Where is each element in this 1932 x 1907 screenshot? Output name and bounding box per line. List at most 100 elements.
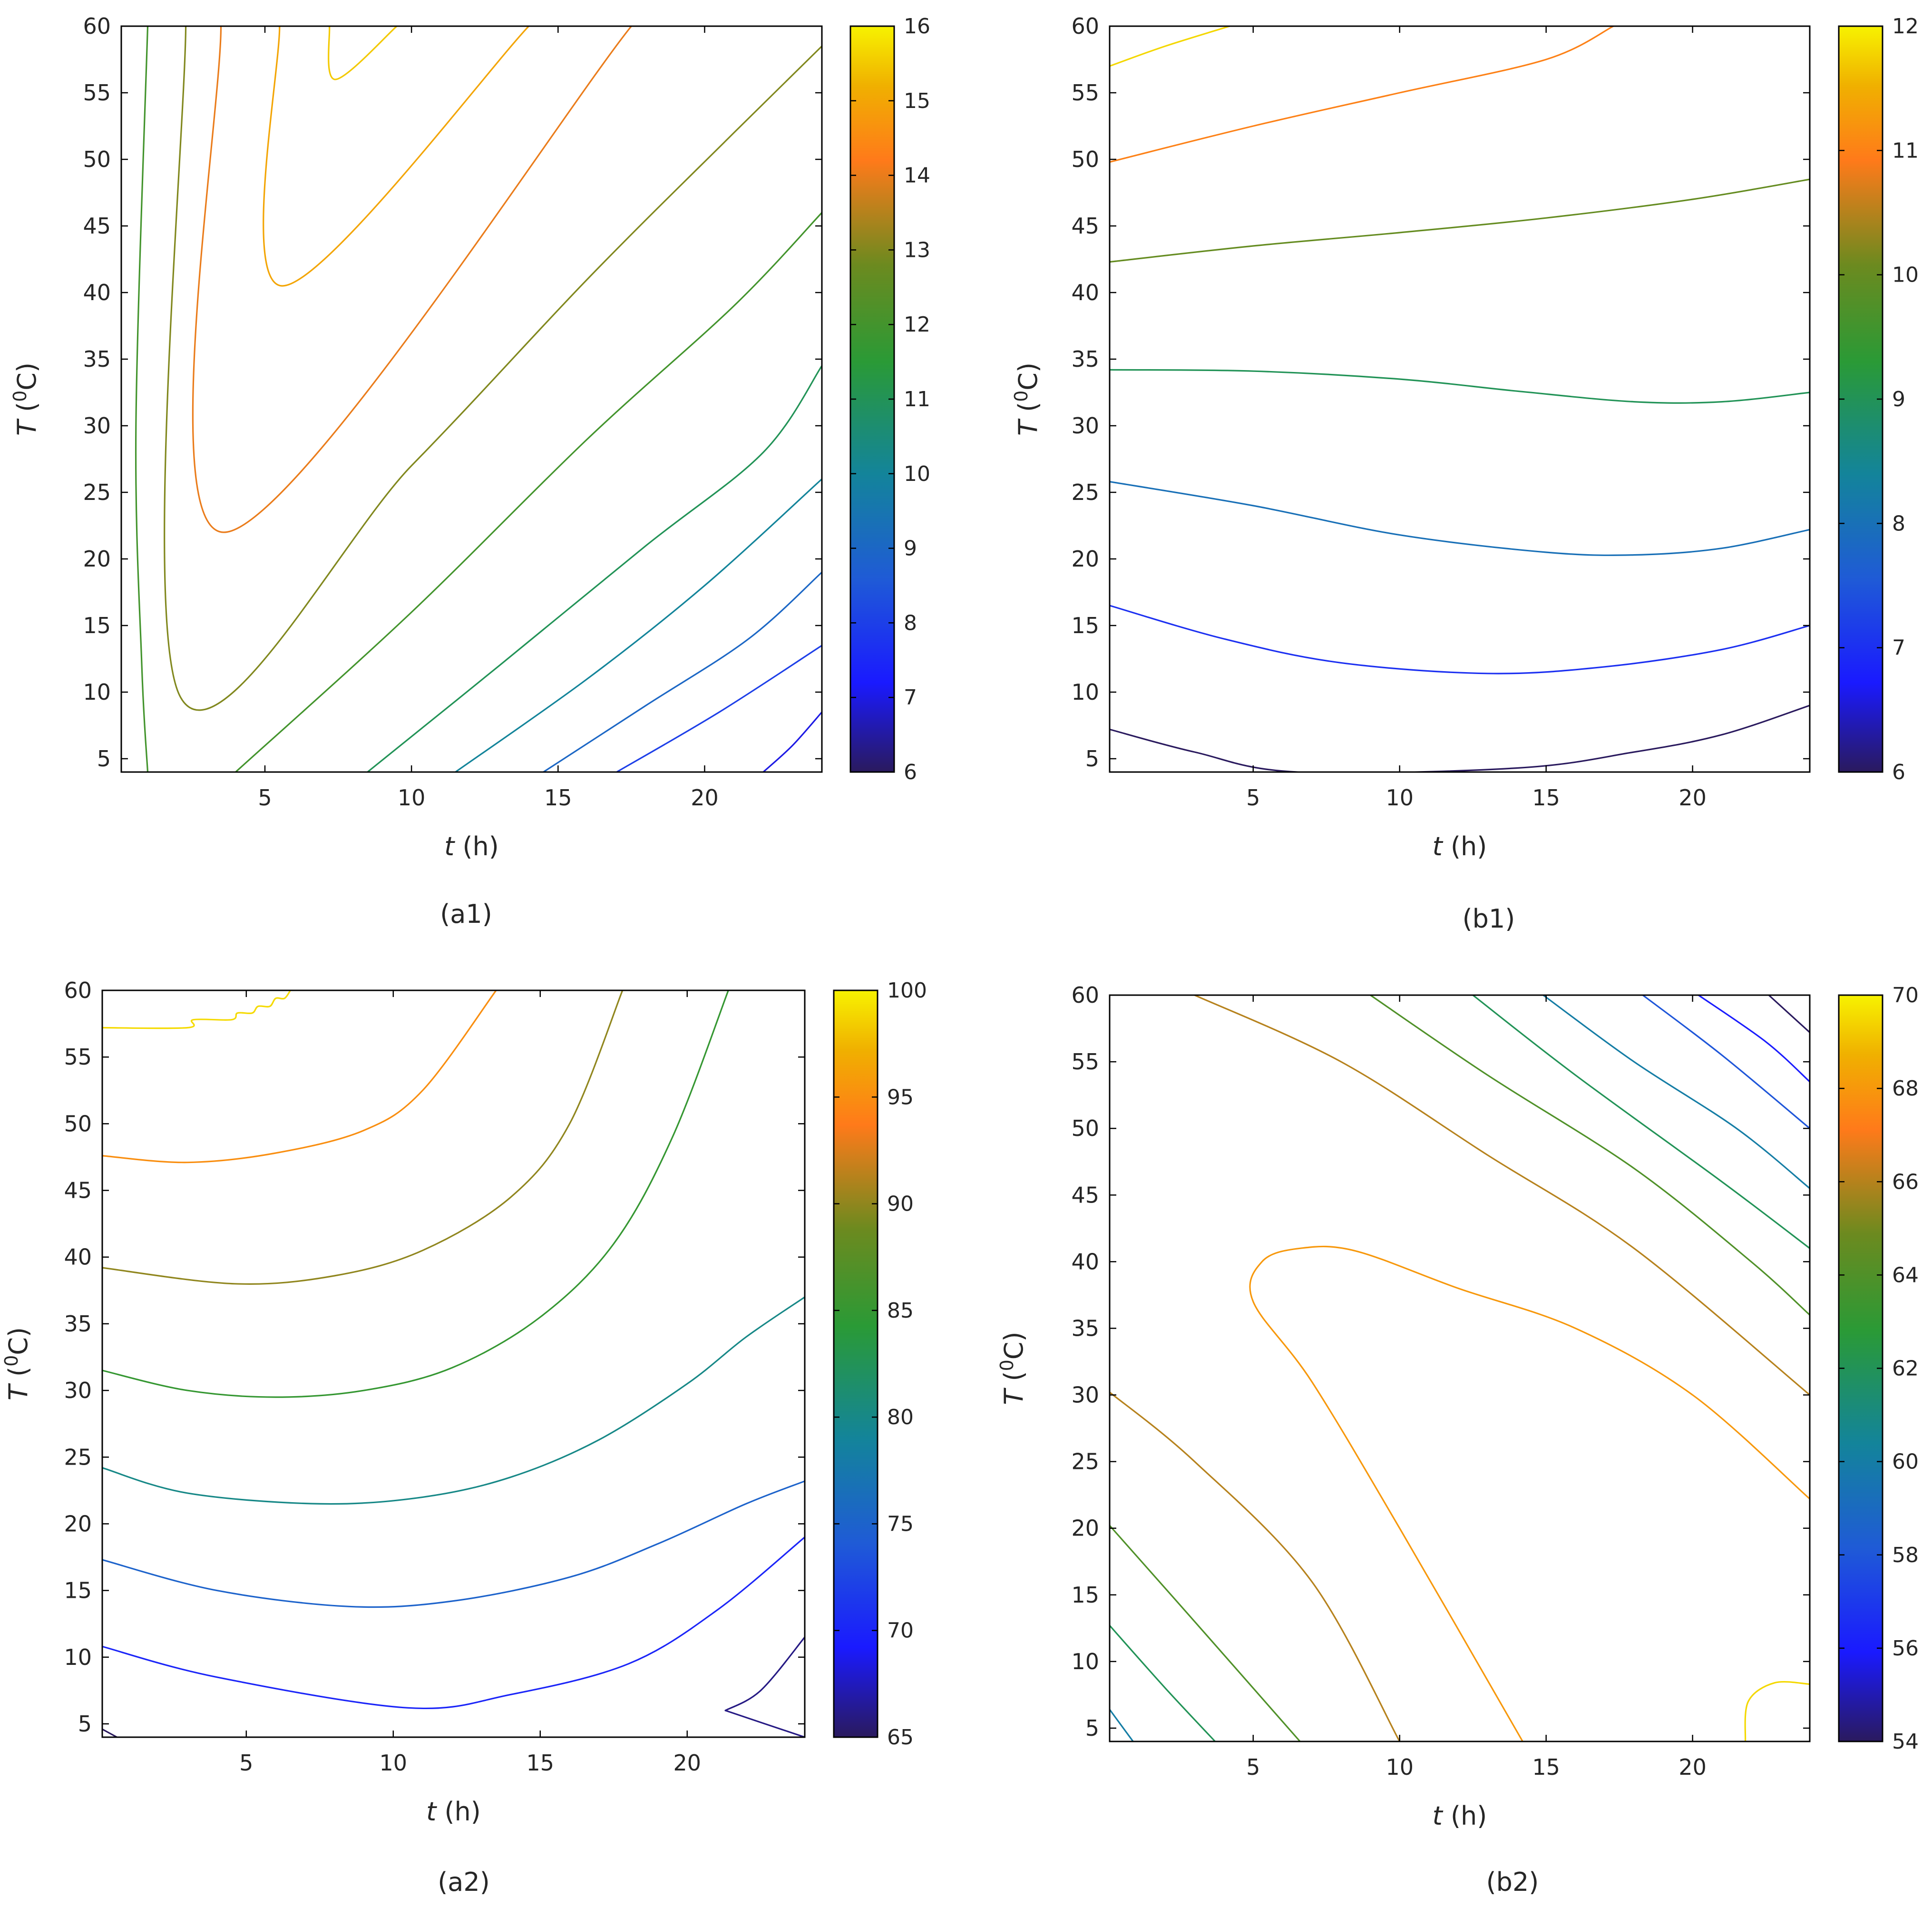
plot-frame-b2 [1109, 994, 1811, 1742]
x-tick-label: 5 [1246, 1754, 1260, 1780]
contour-line-level-62 [1110, 1624, 1216, 1741]
colorbar-tick-label: 66 [1892, 1170, 1919, 1194]
colorbar-b2 [1838, 994, 1883, 1742]
y-tick-label: 55 [1071, 1049, 1099, 1075]
colorbar-tick-label: 12 [904, 313, 930, 337]
y-tick-label: 15 [1071, 613, 1099, 638]
contour-lines-a1 [135, 26, 822, 772]
contour-line-level-15 [263, 26, 530, 287]
y-tick-label: 45 [83, 213, 111, 239]
contour-line-level-15-5 [328, 26, 398, 80]
contour-line-level-9 [542, 571, 822, 772]
plot-area-a2: 5 10 15 20 5 10 15 20 25 30 35 40 45 50 55 60 t (h) T (0C… [1, 978, 927, 1827]
y-tick-label: 20 [83, 546, 111, 572]
y-tick-label: 35 [83, 346, 111, 372]
contour-line-level-12 [234, 212, 822, 772]
contour-line-level-60 [1542, 995, 1810, 1189]
plot-area-a1: 5 10 15 20 5 10 15 20 25 30 35 40 45 50 55 60 t (h) T (0C… [10, 13, 930, 861]
y-tick-label: 15 [64, 1578, 92, 1604]
colorbar-a2 [833, 989, 878, 1738]
y-tick-label: 40 [1071, 1249, 1099, 1274]
y-tick-label: 25 [1071, 1449, 1099, 1475]
caption-a1: (a1) [440, 899, 492, 929]
y-tick-label: 20 [64, 1511, 92, 1536]
contour-lines-b2 [1110, 995, 1810, 1741]
contour-line-level-68 [1249, 1245, 1810, 1741]
y-tick-label: 50 [1071, 1115, 1099, 1141]
y-tick-label: 60 [64, 978, 92, 1003]
x-tick-label: 15 [527, 1750, 555, 1776]
y-tick-label: 5 [1085, 746, 1099, 772]
y-tick-label: 5 [78, 1711, 92, 1737]
y-tick-label: 50 [1071, 147, 1099, 172]
contour-line-level-66 [724, 1710, 805, 1737]
y-tick-label: 55 [64, 1044, 92, 1070]
y-tick-label: 45 [1071, 1182, 1099, 1208]
y-tick-label: 25 [1071, 479, 1099, 505]
plot-area-b1: 5 10 15 20 5 10 15 20 25 30 35 40 45 50 55 60 t (h) T (0C… [1011, 13, 1919, 861]
y-tick-label: 25 [64, 1444, 92, 1470]
y-tick-label: 10 [1071, 1649, 1099, 1674]
colorbar-tick-label: 56 [1892, 1636, 1919, 1661]
x-tick-label: 15 [544, 785, 572, 811]
y-tick-label: 40 [1071, 280, 1099, 305]
colorbar-tick-label: 8 [1892, 511, 1905, 536]
contour-line-level-66 [724, 1636, 805, 1711]
x-tick-label: 10 [380, 1750, 408, 1776]
caption-a2: (a2) [438, 1867, 490, 1897]
y-tick-label: 45 [64, 1178, 92, 1203]
caption-b2: (b2) [1486, 1867, 1539, 1897]
contour-line-level-99 [102, 990, 292, 1029]
contour-line-level-11 [367, 365, 822, 772]
colorbar-tick-label: 70 [1892, 983, 1919, 1007]
contour-line-level-7 [762, 711, 822, 772]
contour-lines-a2 [102, 990, 805, 1737]
contour-line-level-64 [1110, 1525, 1301, 1741]
contour-line-level-66 [1110, 1391, 1401, 1741]
y-tick-label: 35 [1071, 346, 1099, 372]
y-tick-label: 10 [64, 1644, 92, 1670]
y-tick-label: 5 [97, 746, 111, 772]
plot-frame-b1 [1109, 25, 1811, 773]
contour-line-level-56 [1698, 995, 1810, 1083]
y-tick-label: 30 [83, 413, 111, 439]
y-tick-label: 10 [1071, 679, 1099, 705]
contour-line-level-95 [102, 990, 497, 1164]
colorbar-tick-label: 70 [887, 1619, 914, 1643]
y-tick-label: 5 [1085, 1715, 1099, 1741]
y-tick-label: 60 [1071, 982, 1099, 1008]
colorbar-tick-label: 6 [1892, 760, 1905, 784]
y-tick-label: 30 [1071, 1382, 1099, 1408]
y-tick-label: 60 [83, 13, 111, 39]
colorbar-tick-label: 80 [887, 1405, 914, 1429]
y-tick-label: 50 [83, 147, 111, 172]
colorbar-tick-label: 16 [904, 14, 930, 39]
colorbar-tick-label: 95 [887, 1085, 914, 1109]
colorbar-b1 [1838, 25, 1883, 773]
x-tick-label: 5 [239, 1750, 253, 1776]
colorbar-tick-label: 100 [887, 978, 927, 1003]
colorbar-tick-label: 10 [904, 462, 930, 486]
y-tick-label: 40 [83, 280, 111, 305]
x-axis-label: t (h) [1433, 1801, 1487, 1831]
y-tick-label: 55 [83, 80, 111, 106]
y-tick-label: 30 [1071, 413, 1099, 439]
panel-a2: 5 10 15 20 5 10 15 20 25 30 35 40 45 50 55 60 t (h) T (0C… [1, 978, 927, 1897]
colorbar-a1 [849, 25, 895, 773]
colorbar-tick-label: 54 [1892, 1730, 1919, 1754]
colorbar-tick-label: 15 [904, 89, 930, 113]
colorbar-tick-label: 68 [1892, 1076, 1919, 1101]
contour-lines-b1 [1110, 26, 1810, 772]
y-tick-label: 50 [64, 1111, 92, 1136]
y-tick-label: 25 [83, 479, 111, 505]
x-axis-label: t (h) [1433, 831, 1487, 861]
x-axis-label: t (h) [444, 831, 499, 861]
colorbar-tick-label: 11 [1892, 138, 1919, 163]
colorbar-tick-label: 64 [1892, 1263, 1919, 1287]
x-tick-label: 20 [1678, 785, 1707, 811]
contour-line-level-85 [102, 990, 729, 1398]
y-tick-label: 15 [1071, 1582, 1099, 1608]
y-axis-label: T (0C) [1011, 362, 1043, 436]
x-tick-label: 10 [398, 785, 426, 811]
